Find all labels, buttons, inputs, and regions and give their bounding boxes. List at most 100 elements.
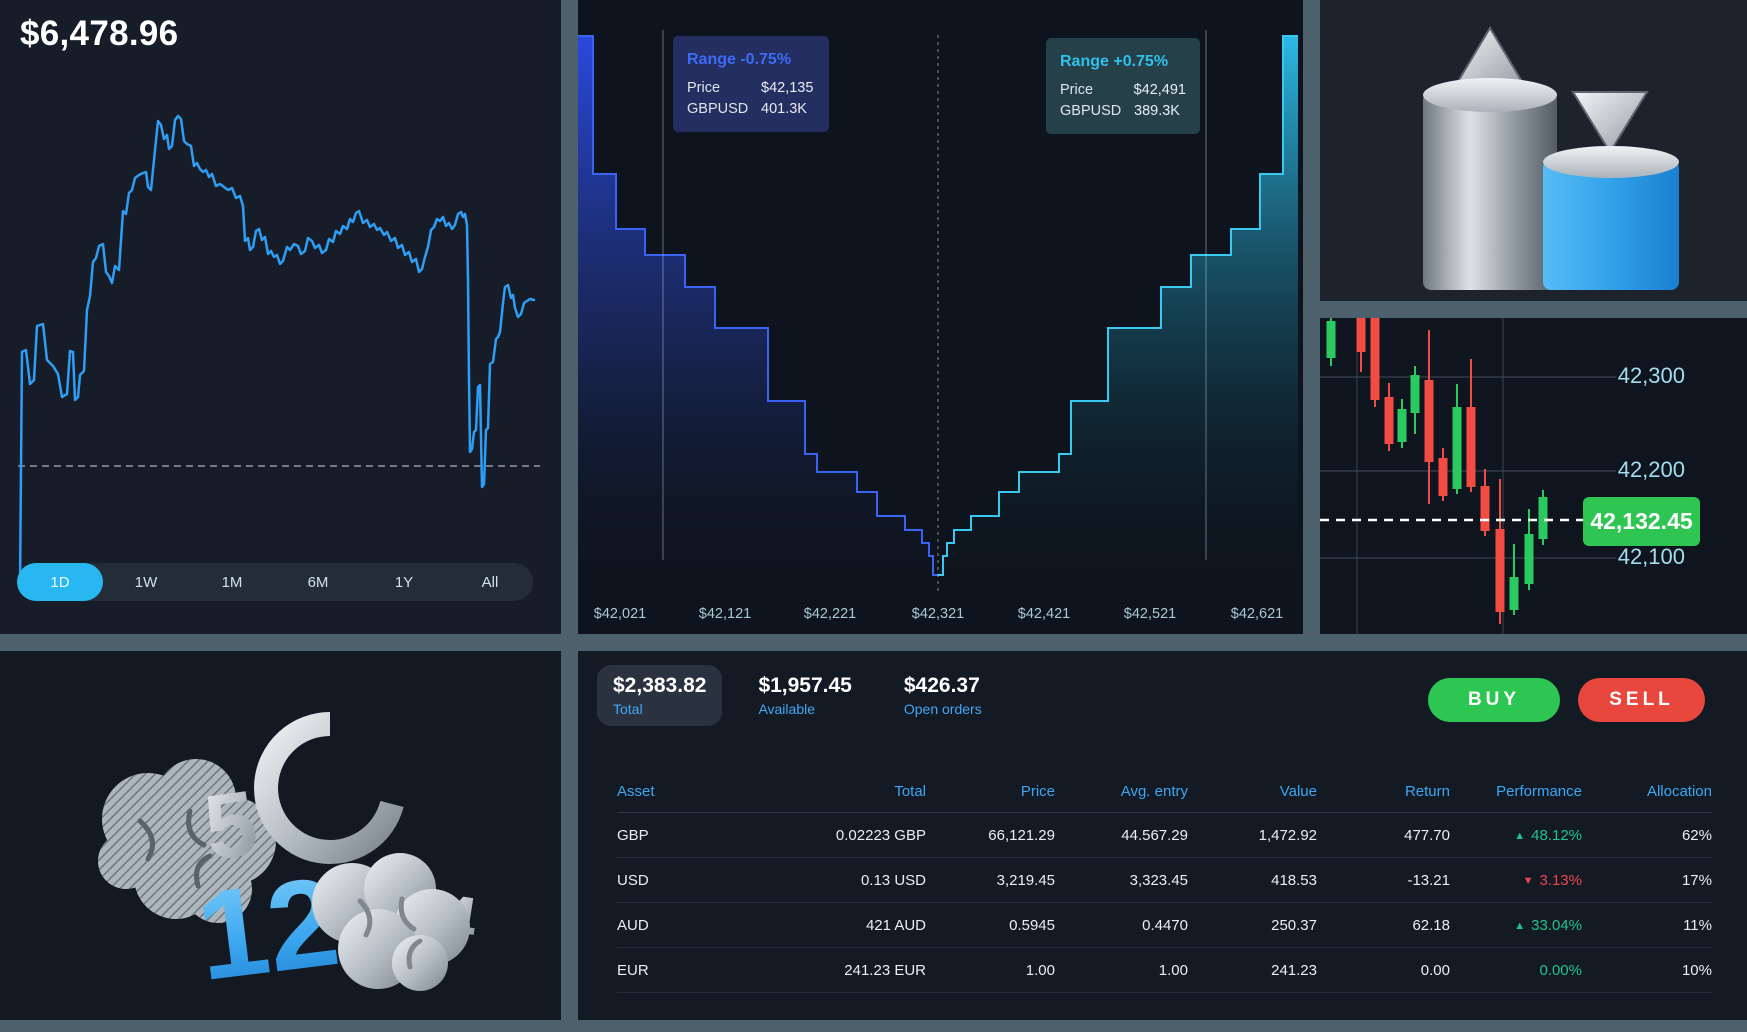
cell: 0.13 USD [860,871,926,889]
account-panel: $2,383.82 Total $1,957.45 Available $426.37 O… [578,651,1747,1020]
balance-summary: $2,383.82 Total $1,957.45 Available $426.37 O… [597,665,998,726]
portfolio-panel: $6,478.96 1D 1W 1M 6M 1Y All [0,0,561,634]
cell: 250.37 [1271,916,1317,934]
candlestick-panel: 42,300 42,200 42,100 42,132.45 [1320,318,1747,634]
summary-available[interactable]: $1,957.45 Available [742,665,867,726]
performance-cell: ▼ 3.13% [1522,871,1582,889]
depth-axis-label: $42,021 [593,606,647,622]
table-row-aud[interactable]: AUD 421 AUD 0.5945 0.4470 250.37 62.18 ▲ 33.04%… [617,903,1712,948]
cell: 62.18 [1412,916,1450,934]
range-button-all[interactable]: All [447,563,533,601]
market-depth-chart [578,30,1298,596]
cell: 0.02223 GBP [835,826,926,844]
price-axis-label: 42,200 [1617,457,1685,482]
column-header-price: Price [1020,783,1055,800]
portfolio-balance: $6,478.96 [20,14,179,53]
blob-left [98,759,276,923]
column-header-total: Total [894,783,926,800]
cell: 0.00 [1420,961,1450,979]
ask-range-title: Range +0.75% [1060,53,1169,70]
price-axis-label: 42,300 [1617,363,1685,388]
column-header-return: Return [1404,783,1450,800]
cell: 241.23 [1271,961,1317,979]
cell: 0.4470 [1142,916,1188,934]
bid-range-title: Range -0.75% [687,51,792,68]
range-button-1d[interactable]: 1D [17,563,103,601]
allocation-cell: 17% [1681,871,1712,889]
price-axis-label: 42,100 [1617,544,1685,569]
cell: 3,323.45 [1129,871,1188,889]
depth-axis-label: $42,321 [911,606,965,622]
cell: 241.23 EUR [844,961,926,979]
cell: 477.70 [1404,826,1450,844]
current-price-badge: 42,132.45 [1583,497,1700,546]
triangle-up-icon: ▲ [1514,919,1526,932]
summary-label: Open orders [903,701,982,717]
cell: 0.5945 [1009,916,1055,934]
time-range-selector: 1D 1W 1M 6M 1Y All [17,563,533,601]
depth-axis-label: $42,521 [1123,606,1177,622]
summary-label: Total [613,701,643,717]
table-row-eur[interactable]: EUR 241.23 EUR 1.00 1.00 241.23 0.00 0.00% 10% [617,948,1712,993]
summary-value: $426.37 [903,674,980,697]
summary-total[interactable]: $2,383.82 Total [597,665,723,726]
triangle-up-icon: ▲ [1514,829,1526,842]
depth-axis-label: $42,221 [803,606,857,622]
bar-sculpture-art [1423,26,1679,290]
bar-sculpture-illustration [1320,0,1747,301]
summary-open-orders[interactable]: $426.37 Open orders [888,665,998,726]
performance-cell: 0.00% [1539,961,1582,979]
svg-text:12: 12 [190,850,346,1007]
triangle-down-icon: ▼ [1522,874,1534,887]
numbers-sculpture-art: 5 12 4 [98,712,482,1007]
cell: 1.00 [1025,961,1055,979]
cell: 44.567.29 [1121,826,1188,844]
portfolio-line-chart [18,114,540,588]
cell: 418.53 [1271,871,1317,889]
sell-button[interactable]: SELL [1578,678,1705,722]
cell: 421 AUD [865,916,926,934]
table-row-gbp[interactable]: GBP 0.02223 GBP 66,121.29 44.567.29 1,472.92… [617,813,1712,858]
table-header-row: Asset Total Price Avg. entry Value Return Perf… [617,771,1712,813]
holdings-table: Asset Total Price Avg. entry Value Return Perf… [617,771,1712,993]
numbers-sculpture-illustration: 5 12 4 [0,651,561,1020]
ask-range-tooltip: Range +0.75% Price $42,491 GBPUSD 389.3K [1046,38,1200,135]
column-header-asset: Asset [617,783,655,800]
market-depth-panel: Range -0.75% Price $42,135 GBPUSD 401.3K… [578,0,1303,634]
bid-volume-row: GBPUSD 401.3K [687,101,807,118]
allocation-cell: 10% [1681,961,1712,979]
column-header-value: Value [1279,783,1317,800]
range-button-1m[interactable]: 1M [189,563,275,601]
depth-axis-label: $42,121 [698,606,752,622]
asset-name: EUR [617,961,649,979]
column-header-allocation: Allocation [1646,783,1712,800]
allocation-cell: 11% [1683,916,1712,934]
column-header-performance: Performance [1496,783,1582,800]
depth-axis-label: $42,621 [1230,606,1284,622]
depth-axis-label: $42,421 [1017,606,1071,622]
cell: 66,121.29 [988,826,1055,844]
table-row-usd[interactable]: USD 0.13 USD 3,219.45 3,323.45 418.53 -13.21 ▼… [617,858,1712,903]
bid-price-row: Price $42,135 [687,80,814,97]
allocation-cell: 62% [1681,826,1712,844]
cell: 1,472.92 [1258,826,1317,844]
asset-name: GBP [617,826,649,844]
cell: -13.21 [1407,871,1450,889]
performance-cell: ▲ 33.04% [1514,916,1582,934]
buy-button[interactable]: BUY [1428,678,1560,722]
range-button-6m[interactable]: 6M [275,563,361,601]
range-button-1w[interactable]: 1W [103,563,189,601]
asset-name: AUD [617,916,649,934]
range-button-1y[interactable]: 1Y [361,563,447,601]
ask-volume-row: GBPUSD 389.3K [1060,103,1180,120]
summary-value: $2,383.82 [613,674,707,697]
blob-right [312,853,470,991]
summary-value: $1,957.45 [758,674,852,697]
asset-name: USD [617,871,649,889]
cell: 1.00 [1158,961,1188,979]
ask-price-row: Price $42,491 [1060,82,1186,99]
cell: 3,219.45 [996,871,1055,889]
column-header-avg-entry: Avg. entry [1120,783,1188,800]
summary-label: Available [758,701,815,717]
